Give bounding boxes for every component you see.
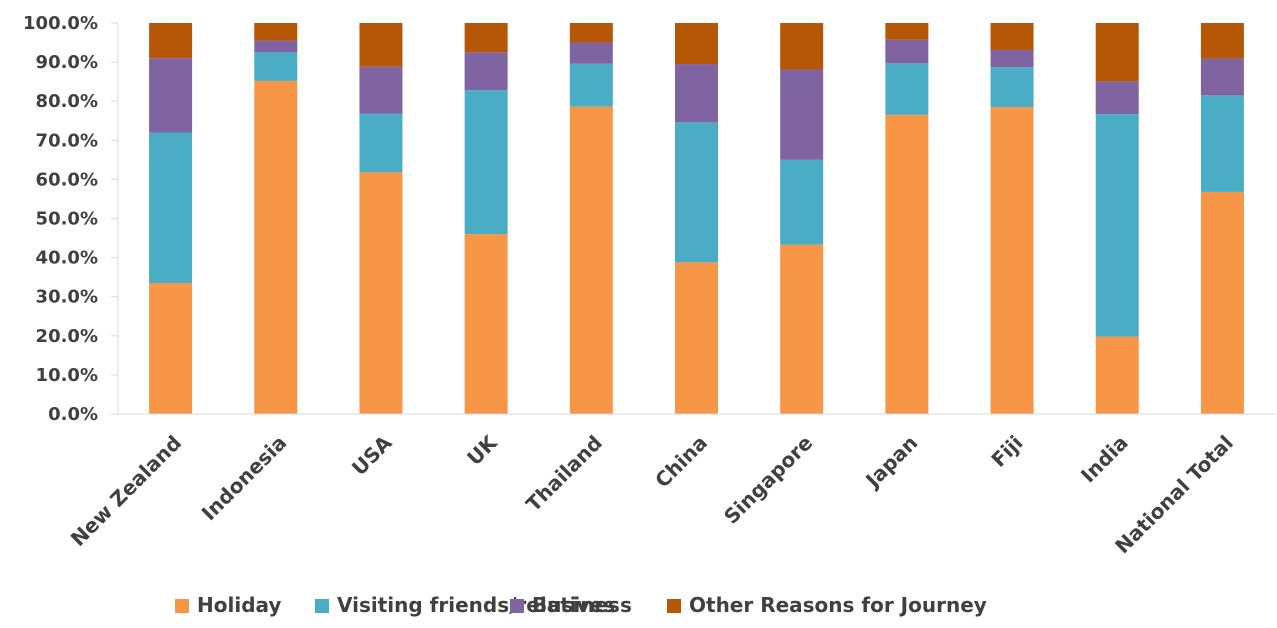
- x-tick-label: Japan: [859, 431, 922, 494]
- bar-segment-visiting-friends-relatives: [990, 67, 1034, 108]
- y-tick-label: 30.0%: [36, 287, 98, 308]
- legend-label: Business: [532, 593, 632, 617]
- bar-segment-visiting-friends-relatives: [675, 122, 718, 263]
- bar-segment-holiday: [464, 234, 508, 414]
- legend-swatch: [667, 599, 681, 613]
- x-tick-label: New Zealand: [66, 431, 186, 551]
- x-tick-label: China: [650, 431, 712, 493]
- y-tick-label: 50.0%: [36, 209, 98, 230]
- y-tick-label: 40.0%: [36, 248, 98, 269]
- bar-segment-holiday: [149, 283, 193, 414]
- legend-label: Visiting friends/relatives: [337, 593, 615, 617]
- bar-segment-holiday: [1095, 336, 1139, 414]
- bar-segment-holiday: [359, 172, 403, 414]
- bar-segment-visiting-friends-relatives: [1095, 114, 1139, 337]
- bar-segment-holiday: [1200, 191, 1244, 414]
- x-tick-label: USA: [347, 430, 397, 480]
- bar-segment-other-reasons-for-journey: [675, 23, 718, 65]
- bar-segment-other-reasons-for-journey: [780, 23, 824, 70]
- bar-segment-other-reasons-for-journey: [254, 23, 298, 41]
- y-tick-label: 100.0%: [23, 13, 98, 34]
- bar-segment-other-reasons-for-journey: [990, 23, 1034, 50]
- bar-segment-visiting-friends-relatives: [885, 63, 929, 115]
- legend-swatch: [510, 599, 524, 613]
- bar-segment-holiday: [675, 262, 718, 414]
- bar-segment-business: [149, 58, 193, 133]
- bar-segment-other-reasons-for-journey: [569, 23, 613, 43]
- bar-segment-holiday: [780, 244, 824, 414]
- bar-segment-holiday: [569, 106, 613, 414]
- bar-segment-business: [885, 39, 929, 64]
- bar-segment-holiday: [254, 80, 298, 415]
- legend-label: Other Reasons for Journey: [689, 593, 987, 617]
- y-tick-label: 70.0%: [36, 130, 98, 151]
- legend-label: Holiday: [197, 593, 281, 617]
- y-tick-label: 60.0%: [36, 169, 98, 190]
- bar-segment-business: [675, 64, 718, 123]
- bar-segment-visiting-friends-relatives: [1200, 95, 1244, 192]
- bar-segment-business: [254, 40, 298, 53]
- x-tick-label: India: [1076, 431, 1133, 488]
- bar-segment-holiday: [885, 114, 929, 414]
- bar-segment-business: [464, 52, 508, 91]
- bar-segment-other-reasons-for-journey: [1095, 23, 1139, 82]
- bar-segment-other-reasons-for-journey: [149, 23, 193, 59]
- bar-segment-business: [569, 42, 613, 64]
- x-tick-label: Singapore: [719, 431, 817, 529]
- bar-segment-business: [359, 66, 403, 114]
- bar-segment-visiting-friends-relatives: [149, 132, 193, 284]
- y-tick-label: 10.0%: [36, 365, 98, 386]
- x-tick-label: Fiji: [986, 431, 1027, 472]
- bar-segment-visiting-friends-relatives: [780, 159, 824, 245]
- bar-segment-business: [990, 49, 1034, 68]
- legend-swatch: [175, 599, 189, 613]
- bar-segment-business: [1200, 58, 1244, 96]
- bar-segment-other-reasons-for-journey: [464, 23, 508, 53]
- bar-segment-visiting-friends-relatives: [254, 52, 298, 81]
- bar-segment-holiday: [990, 107, 1034, 414]
- y-tick-label: 0.0%: [48, 404, 98, 425]
- bar-segment-other-reasons-for-journey: [885, 23, 929, 40]
- x-tick-label: Indonesia: [197, 431, 292, 526]
- bar-segment-visiting-friends-relatives: [359, 113, 403, 173]
- bar-segment-visiting-friends-relatives: [464, 90, 508, 235]
- x-tick-label: Thailand: [521, 431, 607, 517]
- bar-segment-business: [780, 69, 824, 160]
- y-tick-label: 90.0%: [36, 52, 98, 73]
- bar-segment-other-reasons-for-journey: [359, 23, 403, 67]
- bar-segment-visiting-friends-relatives: [569, 63, 613, 107]
- legend-swatch: [315, 599, 329, 613]
- x-tick-label: UK: [462, 430, 502, 470]
- y-tick-label: 80.0%: [36, 91, 98, 112]
- bar-segment-other-reasons-for-journey: [1200, 23, 1244, 59]
- bar-segment-business: [1095, 81, 1139, 115]
- y-tick-label: 20.0%: [36, 326, 98, 347]
